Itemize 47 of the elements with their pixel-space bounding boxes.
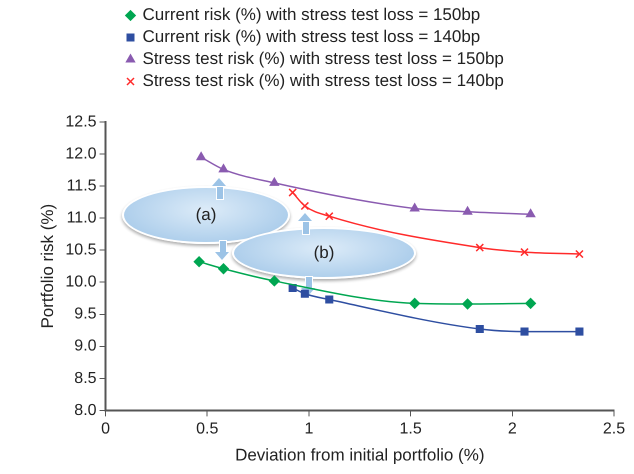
point [476,324,484,334]
point [475,243,484,252]
point [324,212,334,220]
point [325,295,334,304]
point [575,250,584,258]
point [196,152,206,160]
y-tick-label: 8.0 [74,402,97,419]
legend-label: Stress test risk (%) with stress test loss = 140bp [142,71,504,90]
y-tick-label: 11.5 [66,177,97,194]
point [520,328,529,336]
point [462,206,472,215]
point [270,177,280,186]
point [218,263,230,274]
x-tick-label: 2.5 [602,420,626,438]
y-tick-label: 8.5 [74,370,97,387]
y-tick-label: 10.5 [65,242,97,259]
y-tick-label: 12.0 [65,145,97,162]
x-tick-label: 0 [101,420,110,438]
x-tick-label: 1 [304,420,314,438]
y-tick-label: 11.0 [66,210,97,227]
point [575,328,584,336]
y-tick-label: 12.5 [65,113,97,130]
ellipse-callout: (b) [232,227,416,279]
legend-label: Stress test risk (%) with stress test loss = 150bp [142,49,504,68]
point [288,188,297,197]
point [462,298,474,310]
point [520,248,529,256]
point [410,203,420,212]
y-tick-label: 9.0 [74,338,97,355]
y-axis-title: Portfolio risk (%) [38,204,57,329]
x-axis-title: Deviation from initial portfolio (%) [235,445,484,464]
point [300,290,309,298]
x-tick-label: 0.5 [196,420,218,438]
point [525,298,536,309]
x-tick-label: 1.5 [399,420,422,438]
point [194,256,205,268]
point [409,298,420,309]
y-tick-label: 10.0 [65,274,97,291]
legend-label: Current risk (%) with stress test loss = 140bp [142,27,480,46]
point [300,202,310,210]
point [268,275,280,286]
y-tick-label: 9.5 [74,306,97,323]
x-tick-label: 2 [508,420,517,438]
ellipse-callout: (a) [122,186,290,244]
point [526,208,536,218]
point [218,164,228,172]
legend-label: Current risk (%) with stress test loss = 150bp [142,5,480,24]
